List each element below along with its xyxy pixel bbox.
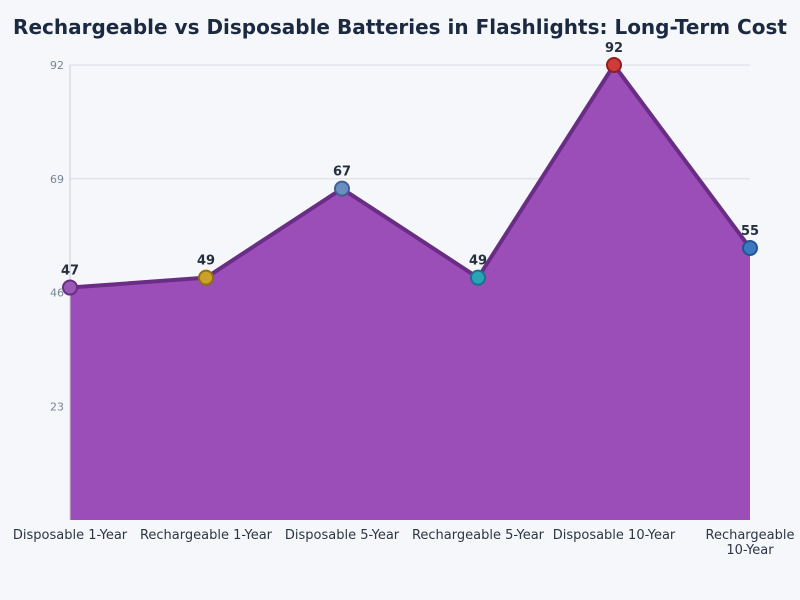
x-tick-label-line: Rechargeable [706, 528, 795, 543]
data-label: 49 [469, 254, 487, 269]
data-label: 49 [197, 254, 215, 269]
data-point [62, 279, 78, 296]
data-label: 67 [333, 165, 351, 180]
x-tick-label: Rechargeable 10-Year [706, 528, 795, 558]
area-fill [70, 65, 750, 520]
x-tick-label: Disposable 10-Year [553, 528, 676, 543]
area-series [69, 63, 752, 520]
y-tick-labels: 23 46 69 92 [50, 59, 64, 413]
data-label: 55 [741, 224, 759, 239]
x-tick-label-line: Disposable 1-Year [13, 528, 128, 543]
y-tick-label: 46 [50, 287, 64, 300]
y-tick-label: 92 [50, 59, 64, 72]
x-tick-label-line: Rechargeable 5-Year [412, 528, 545, 543]
data-labels: 47 49 67 49 92 55 [61, 41, 759, 279]
data-markers [62, 57, 758, 296]
x-tick-label: Disposable 5-Year [285, 528, 400, 543]
data-point [334, 180, 350, 197]
series-line [69, 63, 752, 290]
x-tick-label: Rechargeable 1-Year [140, 528, 273, 543]
data-point [742, 239, 758, 256]
x-tick-label-line: Rechargeable 1-Year [140, 528, 273, 543]
chart-title: Rechargeable vs Disposable Batteries in … [13, 15, 787, 39]
x-tick-labels: Disposable 1-Year Rechargeable 1-Year Disp… [13, 528, 795, 558]
data-label: 47 [61, 264, 79, 279]
x-tick-label: Rechargeable 5-Year [412, 528, 545, 543]
x-tick-label-line: Disposable 10-Year [553, 528, 676, 543]
data-label: 92 [605, 41, 623, 56]
y-tick-label: 69 [50, 173, 64, 186]
data-point [470, 269, 486, 286]
data-point [606, 57, 622, 73]
y-tick-label: 23 [50, 400, 64, 413]
x-tick-label-line: Disposable 5-Year [285, 528, 400, 543]
data-point [198, 269, 214, 286]
x-tick-label: Disposable 1-Year [13, 528, 128, 543]
x-tick-label-line: 10-Year [726, 543, 774, 558]
